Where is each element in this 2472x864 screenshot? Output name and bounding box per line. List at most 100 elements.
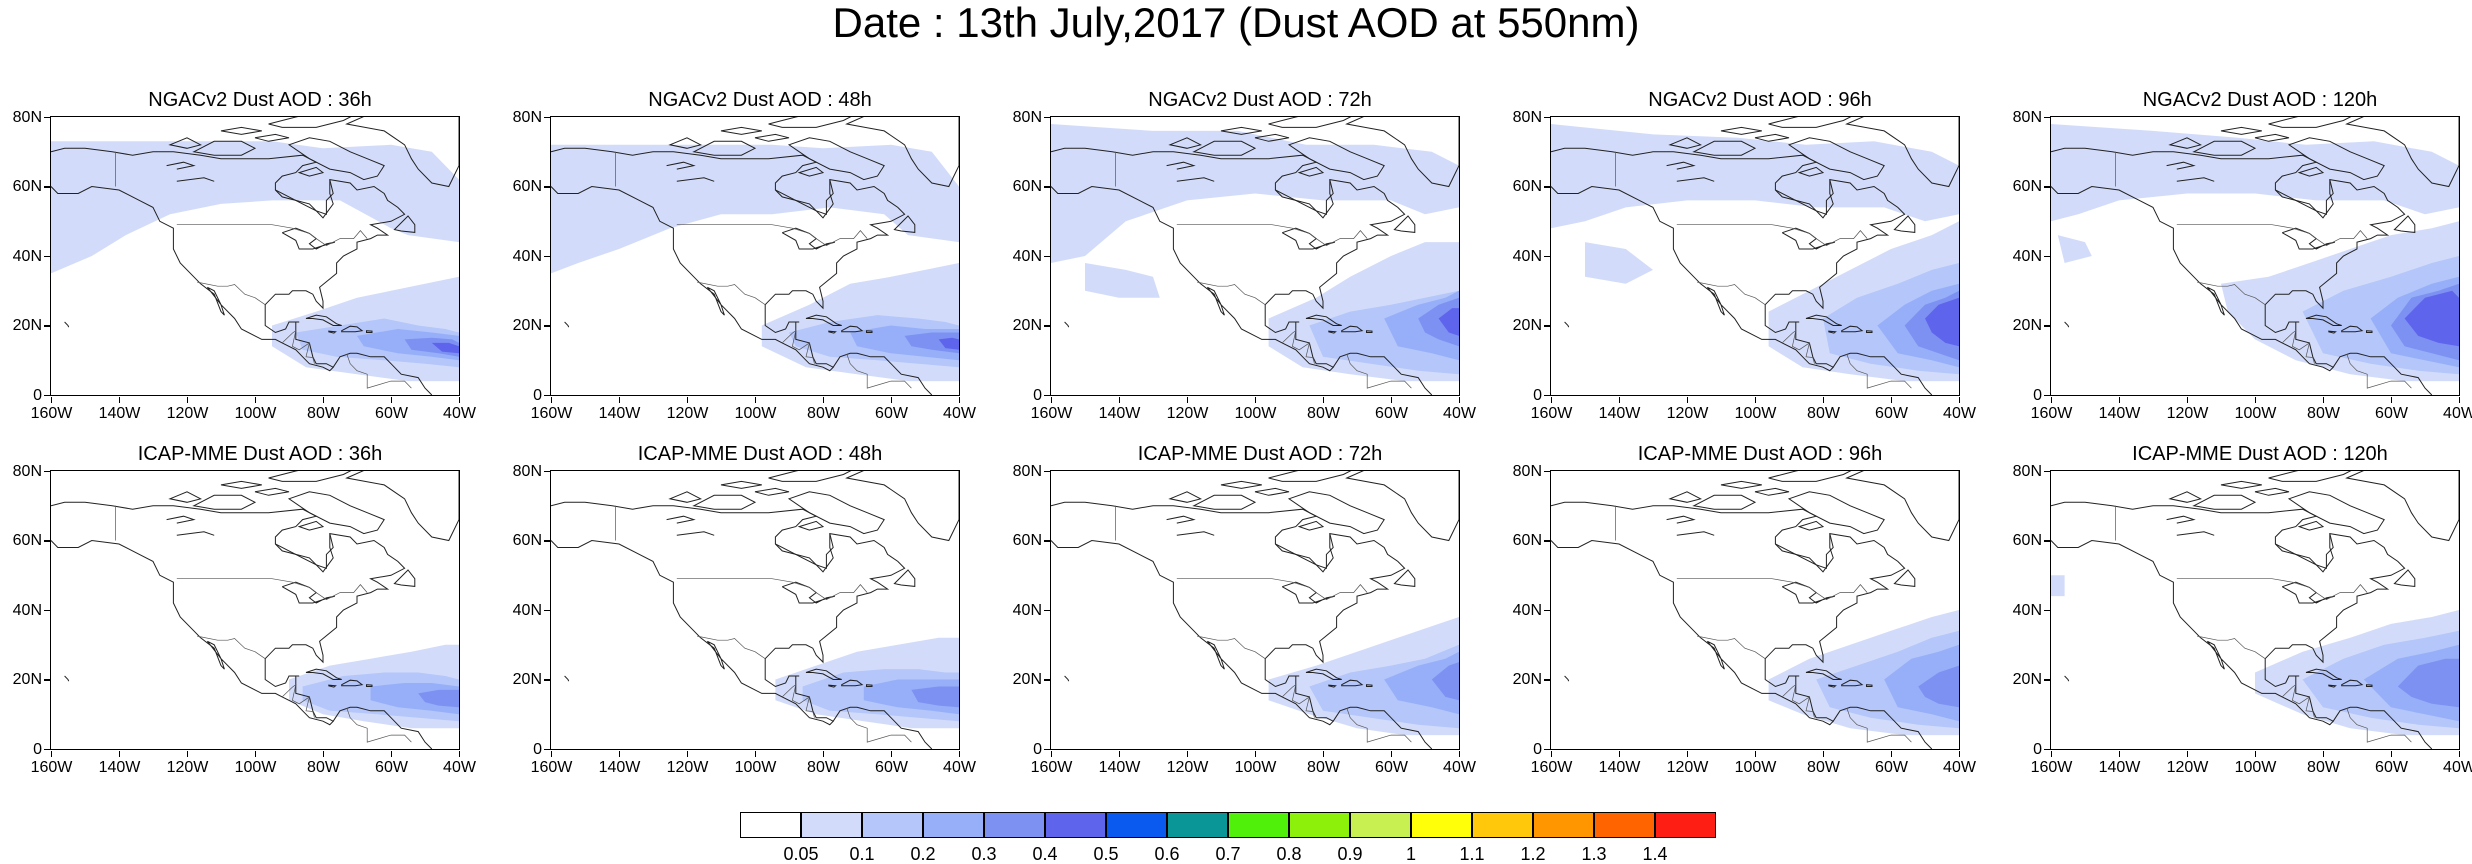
y-tick [544,679,550,681]
x-tick-label: 40W [1935,760,1985,776]
y-tick-label: 80N [1506,110,1542,126]
greenland-outline [347,471,459,541]
southampton-outline [2299,521,2323,530]
ca-lakes1-line [1677,532,1714,536]
ellesmere-outline [1769,471,1864,481]
x-tick-label: 140W [1595,760,1645,776]
x-tick-label: 160W [1527,760,1577,776]
x-tick-label: 100W [1231,760,1281,776]
islands1-outline [721,481,762,488]
panel-title: ICAP-MME Dust AOD : 36h [10,442,510,466]
y-tick [44,679,50,681]
baffin-outline [1789,492,1884,534]
x-tick-label: 80W [1799,406,1849,422]
ca-lakes1-line [1177,532,1214,536]
y-tick-label: 60N [1506,179,1542,195]
y-tick [44,749,50,751]
x-tick-label: 120W [1663,760,1713,776]
panel-title: ICAP-MME Dust AOD : 48h [510,442,1010,466]
colorbar-swatch [1289,812,1350,838]
x-tick-label: 120W [2163,406,2213,422]
southampton-outline [799,521,823,530]
victoria-outline [1194,495,1255,509]
x-tick [687,751,689,757]
x-tick-label: 100W [231,406,281,422]
x-tick-label: 160W [27,406,77,422]
panel-title: NGACv2 Dust AOD : 48h [510,88,1010,112]
x-tick [187,751,189,757]
x-tick-label: 60W [867,760,917,776]
x-tick [619,397,621,403]
colorbar-swatch [1167,812,1228,838]
map-svg [2051,117,2459,395]
x-tick [2459,751,2461,757]
y-tick [2044,117,2050,119]
x-tick [2323,751,2325,757]
y-tick-label: 0 [6,388,42,404]
x-tick-label: 80W [299,406,349,422]
ca-lakes2-line [1667,516,1694,523]
x-tick-label: 160W [1527,406,1577,422]
map-frame [2050,116,2460,396]
x-tick-label: 40W [435,406,485,422]
x-tick-label: 100W [231,760,281,776]
x-tick [1391,397,1393,403]
x-tick-label: 60W [367,406,417,422]
x-tick [2255,751,2257,757]
colorbar-label: 0.3 [959,844,1009,864]
y-tick [44,186,50,188]
ellesmere-outline [269,117,364,127]
border-m-x-line [1697,282,1765,305]
colorbar-swatch [862,812,923,838]
colorbar-label: 0.6 [1142,844,1192,864]
x-tick-label: 160W [527,406,577,422]
border49-line [677,579,867,600]
colorbar-label: 1.1 [1447,844,1497,864]
y-tick-label: 60N [2006,179,2042,195]
x-tick [1891,397,1893,403]
map-frame [550,116,960,396]
y-tick [544,325,550,327]
y-tick [44,471,50,473]
aod-contour-faint [1085,263,1160,298]
x-tick [1823,751,1825,757]
x-tick-label: 100W [1731,760,1781,776]
colorbar-label: 0.1 [837,844,887,864]
x-tick-label: 60W [2367,406,2417,422]
ellesmere-outline [269,471,364,481]
border-m-x-line [1697,636,1765,659]
y-tick-label: 80N [1006,110,1042,126]
islands2-outline [1255,488,1289,495]
x-tick [1959,397,1961,403]
y-tick [1044,395,1050,397]
border-m-x-line [1197,636,1265,659]
x-tick-label: 120W [1163,406,1213,422]
hawaii-outline [1065,676,1069,681]
y-tick-label: 60N [506,533,542,549]
x-tick [891,397,893,403]
x-tick-label: 80W [1299,406,1349,422]
x-tick-label: 100W [731,760,781,776]
x-tick-label: 140W [1095,760,1145,776]
border49-line [177,579,367,600]
y-tick-label: 40N [506,603,542,619]
x-tick-label: 40W [435,760,485,776]
greenland-outline [2347,471,2459,541]
map-frame [50,470,460,750]
ellesmere-outline [769,117,864,127]
ellesmere-outline [2269,117,2364,127]
border-m-x-line [1197,282,1265,305]
x-tick [2119,397,2121,403]
colorbar-swatch [1106,812,1167,838]
islands1-outline [1721,127,1762,134]
x-tick [619,751,621,757]
y-tick [2044,540,2050,542]
colorbar-label: 0.2 [898,844,948,864]
y-tick-label: 40N [2006,603,2042,619]
aod-contour-faint [1051,124,1459,263]
colorbar-swatch [923,812,984,838]
y-tick-label: 40N [506,249,542,265]
